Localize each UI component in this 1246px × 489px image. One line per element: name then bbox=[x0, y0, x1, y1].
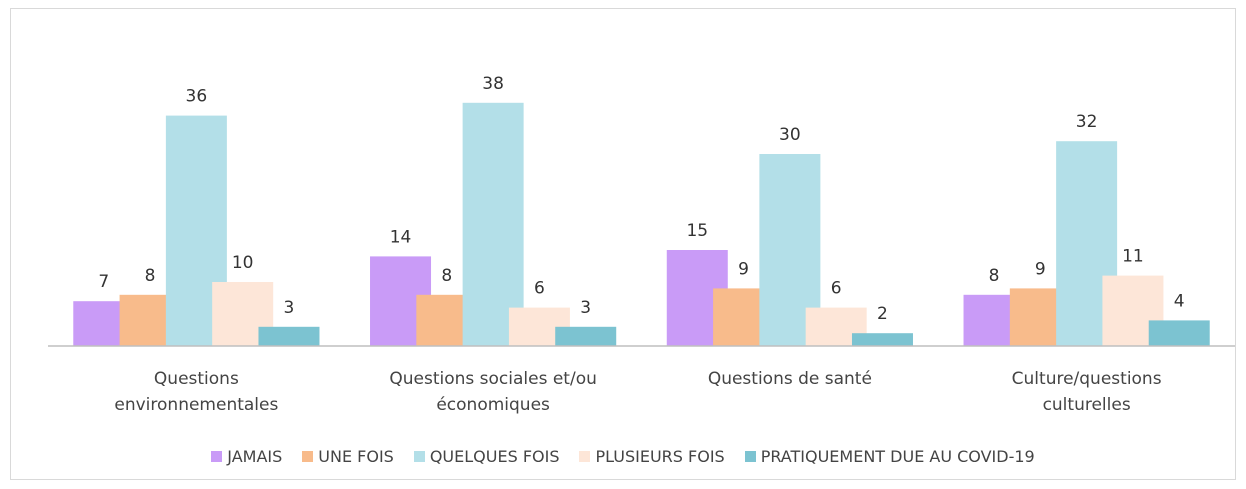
legend: JAMAIS UNE FOIS QUELQUES FOIS PLUSIEURS FOI… bbox=[0, 447, 1246, 466]
legend-swatch bbox=[579, 451, 591, 462]
value-label: 32 bbox=[1076, 112, 1098, 132]
value-label: 6 bbox=[831, 279, 842, 299]
value-label: 36 bbox=[186, 87, 208, 107]
bar bbox=[555, 326, 617, 346]
value-label: 2 bbox=[877, 304, 888, 324]
legend-item: QUELQUES FOIS bbox=[413, 447, 560, 466]
value-label: 8 bbox=[989, 266, 1000, 286]
legend-item: JAMAIS bbox=[211, 447, 282, 466]
legend-swatch bbox=[302, 451, 314, 462]
legend-label: UNE FOIS bbox=[318, 447, 394, 466]
legend-label: PLUSIEURS FOIS bbox=[595, 447, 725, 466]
value-label: 10 bbox=[232, 253, 254, 273]
bar bbox=[258, 326, 320, 346]
value-label: 11 bbox=[1122, 247, 1144, 267]
value-label: 6 bbox=[534, 279, 545, 299]
value-label: 9 bbox=[738, 259, 749, 279]
x-tick-label: Questions environnementales bbox=[114, 369, 279, 415]
legend-swatch bbox=[744, 451, 756, 462]
value-label: 7 bbox=[98, 272, 109, 292]
x-tick-label: Culture/questions culturelles bbox=[1011, 369, 1162, 415]
legend-label: JAMAIS bbox=[227, 447, 283, 466]
legend-label: QUELQUES FOIS bbox=[429, 447, 560, 466]
value-label: 30 bbox=[779, 125, 801, 145]
x-tick-label: Questions de santé bbox=[707, 369, 872, 389]
legend-item: PRATIQUEMENT DUE AU COVID-19 bbox=[744, 447, 1035, 466]
legend-item: UNE FOIS bbox=[302, 447, 394, 466]
value-label: 38 bbox=[482, 74, 504, 94]
value-label: 15 bbox=[686, 221, 708, 241]
x-tick-label: Questions sociales et/ou économiques bbox=[389, 369, 597, 415]
legend-item: PLUSIEURS FOIS bbox=[579, 447, 725, 466]
value-label: 8 bbox=[441, 266, 452, 286]
value-label: 3 bbox=[580, 298, 591, 318]
value-label: 9 bbox=[1035, 259, 1046, 279]
bar bbox=[1148, 320, 1210, 346]
bar bbox=[462, 102, 524, 346]
legend-label: PRATIQUEMENT DUE AU COVID-19 bbox=[760, 447, 1035, 466]
value-label: 14 bbox=[390, 227, 412, 247]
bar bbox=[851, 333, 913, 346]
value-label: 8 bbox=[145, 266, 156, 286]
chart-frame bbox=[10, 8, 1236, 480]
value-label: 4 bbox=[1174, 291, 1185, 311]
legend-swatch bbox=[211, 451, 223, 462]
value-label: 3 bbox=[284, 298, 295, 318]
legend-swatch bbox=[413, 451, 425, 462]
